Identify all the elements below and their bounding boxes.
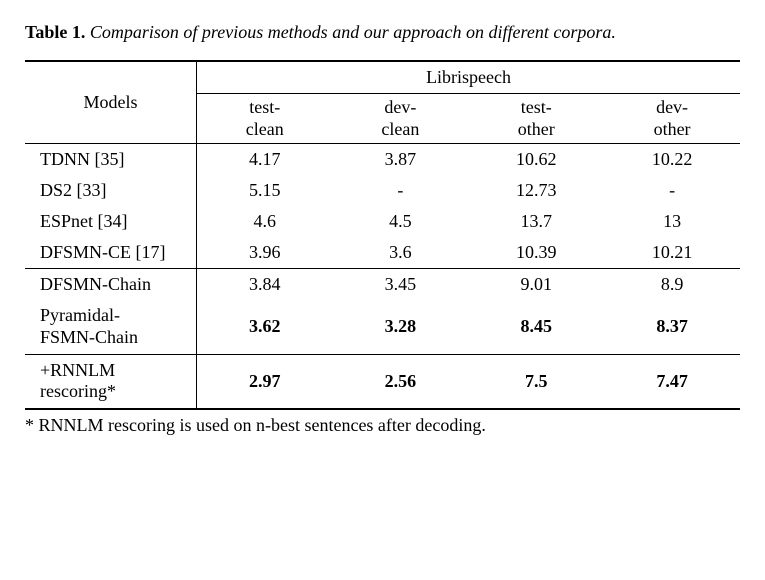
cell-value: 2.56	[332, 354, 468, 409]
cell-value: 4.5	[332, 206, 468, 237]
cell-value: 3.84	[197, 269, 333, 301]
cell-value: 7.5	[468, 354, 604, 409]
cell-value: 4.6	[197, 206, 333, 237]
model-name: Pyramidal- FSMN-Chain	[25, 300, 197, 354]
cell-value: 3.96	[197, 237, 333, 269]
cell-value: 12.73	[468, 175, 604, 206]
table-caption: Table 1. Comparison of previous methods …	[25, 20, 740, 45]
model-name: DFSMN-Chain	[25, 269, 197, 301]
cell-value: -	[604, 175, 740, 206]
table-row: Pyramidal- FSMN-Chain 3.62 3.28 8.45 8.3…	[25, 300, 740, 354]
table-row: TDNN [35] 4.17 3.87 10.62 10.22	[25, 144, 740, 176]
cell-value: 4.17	[197, 144, 333, 176]
model-name: DFSMN-CE [17]	[25, 237, 197, 269]
table-row: +RNNLM rescoring* 2.97 2.56 7.5 7.47	[25, 354, 740, 409]
header-col3: test- other	[468, 94, 604, 144]
header-group: Librispeech	[197, 61, 740, 94]
cell-value: 3.62	[197, 300, 333, 354]
cell-value: 13.7	[468, 206, 604, 237]
cell-value: 2.97	[197, 354, 333, 409]
header-models: Models	[25, 61, 197, 144]
cell-value: 8.9	[604, 269, 740, 301]
cell-value: 8.45	[468, 300, 604, 354]
table-row: DFSMN-Chain 3.84 3.45 9.01 8.9	[25, 269, 740, 301]
model-name: ESPnet [34]	[25, 206, 197, 237]
cell-value: 3.87	[332, 144, 468, 176]
table-row: DFSMN-CE [17] 3.96 3.6 10.39 10.21	[25, 237, 740, 269]
cell-value: 10.62	[468, 144, 604, 176]
cell-value: 13	[604, 206, 740, 237]
model-name: TDNN [35]	[25, 144, 197, 176]
cell-value: 10.22	[604, 144, 740, 176]
results-table: Models Librispeech test- clean dev- clea…	[25, 60, 740, 410]
table-row: DS2 [33] 5.15 - 12.73 -	[25, 175, 740, 206]
header-col1: test- clean	[197, 94, 333, 144]
cell-value: 8.37	[604, 300, 740, 354]
model-name: +RNNLM rescoring*	[25, 354, 197, 409]
model-name: DS2 [33]	[25, 175, 197, 206]
cell-value: 3.45	[332, 269, 468, 301]
cell-value: 5.15	[197, 175, 333, 206]
cell-value: 3.6	[332, 237, 468, 269]
cell-value: 10.39	[468, 237, 604, 269]
cell-value: 3.28	[332, 300, 468, 354]
caption-text: Comparison of previous methods and our a…	[90, 22, 616, 42]
cell-value: 7.47	[604, 354, 740, 409]
table-footnote: * RNNLM rescoring is used on n-best sent…	[25, 415, 740, 436]
header-col4: dev- other	[604, 94, 740, 144]
cell-value: -	[332, 175, 468, 206]
cell-value: 9.01	[468, 269, 604, 301]
cell-value: 10.21	[604, 237, 740, 269]
header-col2: dev- clean	[332, 94, 468, 144]
table-row: ESPnet [34] 4.6 4.5 13.7 13	[25, 206, 740, 237]
caption-label: Table 1.	[25, 22, 85, 42]
